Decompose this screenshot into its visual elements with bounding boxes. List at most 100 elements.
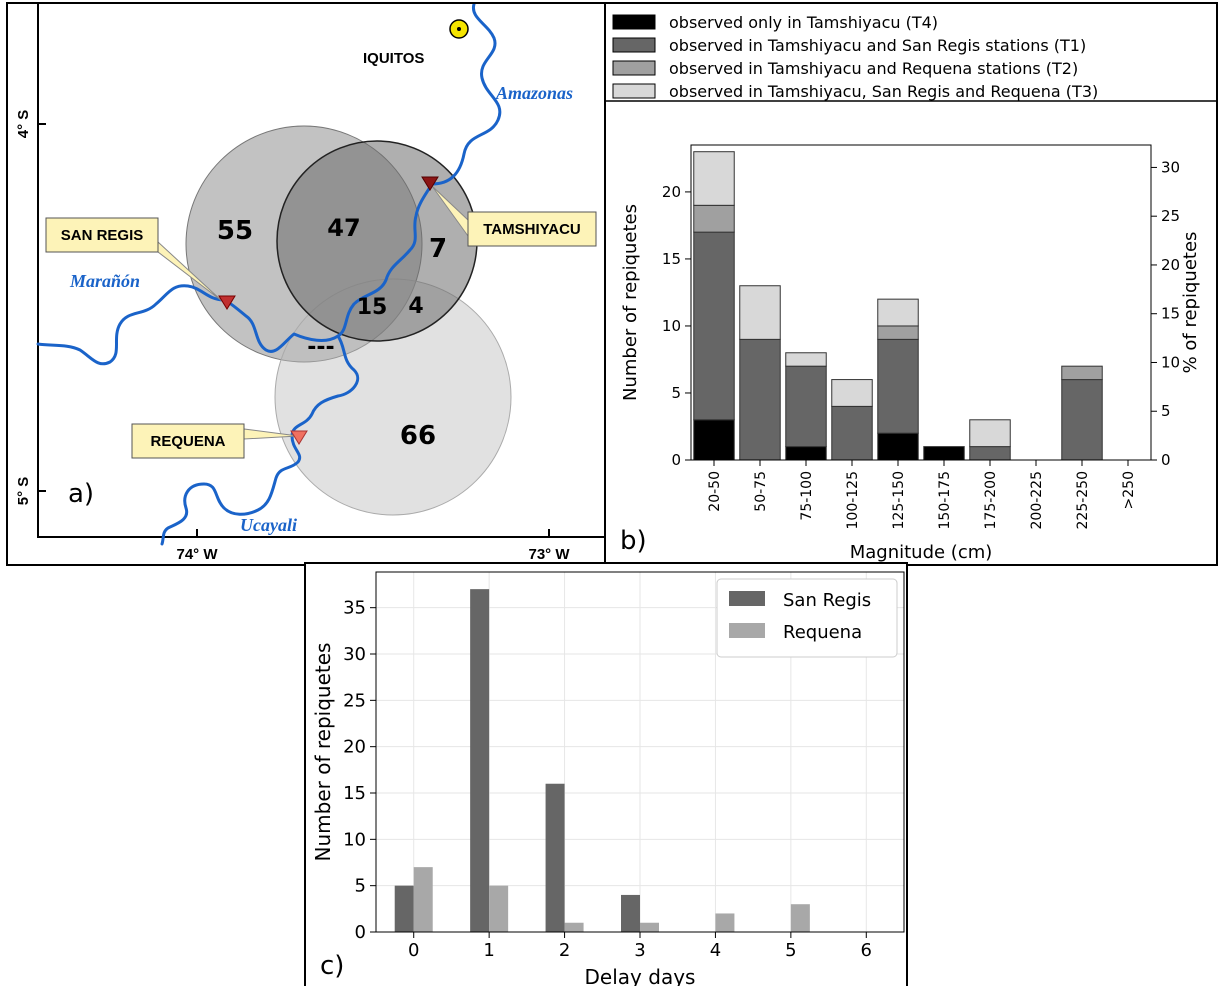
bar-75-100-1 [785, 365, 827, 448]
bar-20-50-1 [693, 231, 735, 421]
tamshiyacu-box: TAMSHIYACU [467, 211, 597, 247]
san-regis-station-icon [218, 295, 236, 310]
amazonas-river [222, 4, 502, 353]
c-x-tick-label-3: 3 [634, 940, 645, 961]
bar-delay-5-1 [790, 904, 810, 932]
bar-100-125-3 [831, 379, 873, 407]
rivers [36, 4, 502, 546]
bar-delay-0-0 [394, 885, 414, 932]
x-tick-label-4: 125-150 [891, 471, 907, 530]
c-x-tick-label-0: 0 [408, 940, 419, 961]
legend-label-2: observed in Tamshiyacu and Requena stati… [669, 59, 1078, 78]
x-tick-label-6: 175-200 [983, 471, 999, 530]
bar-20-50-3 [693, 151, 735, 206]
san-regis-box: SAN REGIS [45, 217, 159, 253]
c-x-tick-label-4: 4 [710, 940, 721, 961]
bar-225-250-2 [1061, 365, 1103, 381]
panel-a-label: a) [68, 479, 94, 509]
panel-c-label: c) [320, 951, 344, 981]
bar-delay-2-1 [564, 922, 584, 932]
lat-label-4s: 4° S [15, 110, 32, 139]
magnitude-panel: observed only in Tamshiyacu (T4) observed… [604, 2, 1218, 566]
x-tick-label-7: 200-225 [1029, 471, 1045, 530]
map-frame [37, 4, 605, 538]
ucayali-river [160, 334, 360, 546]
c-x-tick-label-5: 5 [785, 940, 796, 961]
y-right-tick-label-1: 5 [1161, 402, 1171, 420]
maranon-river [36, 284, 226, 366]
map-svg: IQUITOS Amazonas Marañón Ucayali SAN REG… [15, 4, 605, 563]
x-tick-label-2: 75-100 [799, 471, 815, 521]
c-x-tick-label-6: 6 [861, 940, 872, 961]
c-y-tick-label-1: 5 [355, 876, 366, 897]
tamshiyacu-station-icon [421, 176, 439, 191]
plot-frame-b [690, 144, 1152, 461]
bar-100-125-1 [831, 405, 873, 461]
legend-label-3: observed in Tamshiyacu, San Regis and Re… [669, 82, 1098, 101]
x-tick-label-8: 225-250 [1075, 471, 1091, 530]
bar-150-175-0 [923, 446, 965, 461]
c-y-tick-label-4: 20 [343, 737, 366, 758]
bar-125-150-2 [877, 325, 919, 340]
lat-label-5s: 5° S [15, 477, 32, 506]
count-tamshiyacu-requena: 4 [408, 294, 423, 319]
y-right-axis-label: % of repiquetes [1180, 232, 1201, 374]
y-right-tick-label-0: 0 [1161, 451, 1171, 469]
bar-125-150-1 [877, 338, 919, 434]
x-tick-label-1: 50-75 [753, 471, 769, 512]
bar-175-200-3 [969, 419, 1011, 448]
iquitos-label: IQUITOS [363, 50, 424, 67]
c-y-axis-label: Number of repiquetes [311, 643, 335, 862]
c-legend-label-1: Requena [783, 622, 862, 643]
bar-75-100-3 [785, 352, 827, 367]
c-legend-swatch-0 [729, 591, 765, 606]
c-legend-swatch-1 [729, 623, 765, 638]
bar-delay-1-0 [470, 589, 490, 932]
bar-delay-1-1 [489, 885, 509, 932]
c-y-tick-label-5: 25 [343, 690, 366, 711]
bar-delay-3-1 [640, 922, 659, 932]
count-tamshiyacu-only: 7 [429, 234, 447, 264]
y-right-tick-label-2: 10 [1161, 353, 1180, 371]
bar-175-200-1 [969, 446, 1011, 461]
bar-50-75-3 [739, 285, 781, 340]
amazonas-label: Amazonas [495, 83, 573, 103]
bar-125-150-3 [877, 298, 919, 327]
bar-50-75-1 [739, 338, 781, 461]
bar-delay-0-1 [413, 867, 433, 932]
y-tick-label-4: 20 [662, 183, 681, 201]
c-legend-label-0: San Regis [783, 590, 871, 611]
c-y-tick-label-3: 15 [343, 783, 366, 804]
bar-20-50-0 [693, 419, 735, 461]
c-x-axis-label: Delay days [585, 965, 696, 986]
y-tick-label-0: 0 [671, 451, 681, 469]
bar-75-100-0 [785, 446, 827, 461]
panel-b-label: b) [620, 526, 647, 556]
bar-225-250-1 [1061, 379, 1103, 461]
bar-delay-2-0 [545, 783, 565, 932]
map-panel: IQUITOS Amazonas Marañón Ucayali SAN REG… [6, 2, 607, 566]
legend-label-1: observed in Tamshiyacu and San Regis sta… [669, 36, 1086, 55]
plot-frame-c [375, 571, 905, 933]
c-y-tick-label-0: 0 [355, 922, 366, 943]
magnitude-chart: observed only in Tamshiyacu (T4) observed… [606, 13, 1216, 563]
x-tick-label-5: 150-175 [937, 471, 953, 530]
count-san-regis-only: 55 [217, 216, 253, 246]
count-requena-only: 66 [400, 421, 436, 451]
legend-swatch-1 [612, 37, 656, 53]
count-san-regis-requena: --- [307, 335, 334, 360]
requena-box: REQUENA [131, 423, 245, 459]
x-tick-label-9: >250 [1121, 471, 1137, 509]
bar-delay-3-0 [621, 894, 640, 932]
requena-label: REQUENA [150, 433, 225, 450]
c-x-tick-label-1: 1 [483, 940, 494, 961]
bar-125-150-0 [877, 432, 919, 461]
san-regis-label: SAN REGIS [61, 227, 144, 244]
tamshiyacu-label: TAMSHIYACU [483, 221, 581, 238]
legend-swatch-0 [612, 14, 656, 30]
ucayali-label: Ucayali [240, 515, 297, 535]
y-right-tick-label-3: 15 [1161, 305, 1180, 323]
lon-label-73w: 73° W [528, 546, 570, 563]
requena-station-icon [290, 430, 308, 445]
y-tick-label-1: 5 [671, 384, 681, 402]
